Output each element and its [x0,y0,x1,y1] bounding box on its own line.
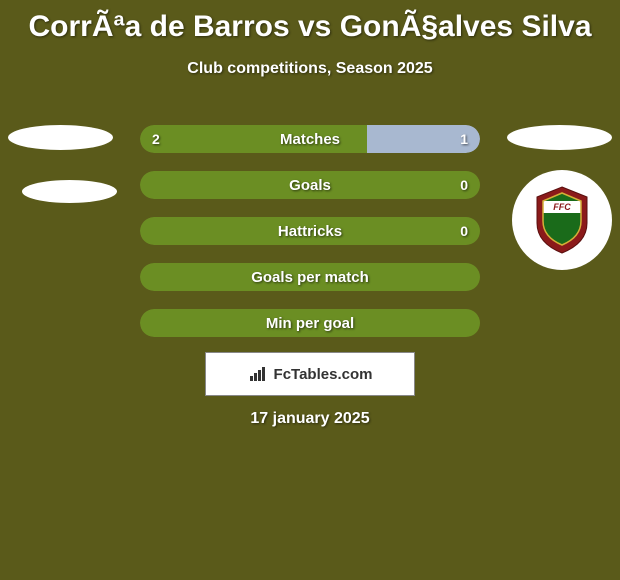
page-title: CorrÃªa de Barros vs GonÃ§alves Silva [0,0,620,44]
stat-bar-hattricks: Hattricks 0 [140,217,480,245]
left-photo-placeholder-1 [8,125,113,150]
svg-text:FFC: FFC [553,202,571,212]
stat-label: Min per goal [266,315,354,332]
page-subtitle: Club competitions, Season 2025 [0,60,620,78]
stat-label: Goals per match [251,269,369,286]
stat-bar-matches: 2 Matches 1 [140,125,480,153]
stat-value-left: 2 [152,131,160,147]
club-badge: FFC [512,170,612,270]
stat-value-right: 0 [460,177,468,193]
stat-bar-min-per-goal: Min per goal [140,309,480,337]
stat-bar-goals: Goals 0 [140,171,480,199]
chart-icon [248,366,268,382]
stat-value-right: 1 [460,131,468,147]
stat-value-right: 0 [460,223,468,239]
shield-icon: FFC [532,185,592,255]
left-photo-placeholder-2 [22,180,117,203]
attribution-text: FcTables.com [274,366,373,383]
stats-bars: 2 Matches 1 Goals 0 Hattricks 0 Goals pe… [140,125,480,355]
date-label: 17 january 2025 [250,410,369,428]
attribution-box: FcTables.com [205,352,415,396]
right-photo-placeholder [507,125,612,150]
stat-label: Matches [280,131,340,148]
stat-label: Hattricks [278,223,342,240]
stat-label: Goals [289,177,331,194]
stat-bar-goals-per-match: Goals per match [140,263,480,291]
